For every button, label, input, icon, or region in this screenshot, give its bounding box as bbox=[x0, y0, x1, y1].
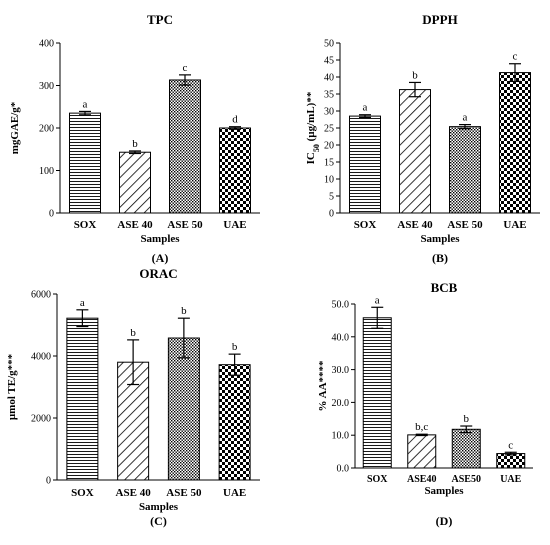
y-tick-label: 6000 bbox=[31, 290, 51, 301]
significance-letter: c bbox=[508, 439, 513, 451]
chart-title: TPC bbox=[147, 12, 173, 27]
chart-panel-bcb: BCB 0.0 10.0 20.0 30.0 40.0 50.0 % AA**** a SOX b,… bbox=[317, 280, 533, 528]
bar-ase-40 bbox=[399, 89, 431, 214]
chart-panel-orac: ORAC 0 2000 4000 6000 µmol TE/g*** a SOX b ASE 40… bbox=[6, 266, 260, 528]
significance-letter: b,c bbox=[415, 421, 428, 433]
y-tick-label: 15 bbox=[324, 158, 334, 169]
y-axis-label: % AA**** bbox=[317, 360, 329, 412]
chart-title: ORAC bbox=[139, 266, 177, 281]
y-axis-label: mgGAE/g* bbox=[9, 101, 21, 154]
y-tick-label: 0 bbox=[49, 209, 54, 220]
y-tick-label: 30.0 bbox=[332, 365, 350, 376]
category-label: UAE bbox=[503, 219, 526, 231]
chart-panel-tpc: TPC 0 100 200 300 400 mgGAE/g* a SOX b ASE 40 c ASE … bbox=[9, 12, 260, 265]
bar-ase-50 bbox=[169, 79, 201, 214]
category-label: UAE bbox=[223, 219, 246, 231]
category-label: UAE bbox=[500, 474, 521, 485]
y-tick-label: 0 bbox=[329, 209, 334, 220]
significance-letter: b bbox=[412, 69, 418, 81]
bar-ase40 bbox=[407, 434, 437, 469]
y-axis-label: IC50 (µg/mL)** bbox=[305, 91, 321, 164]
bar-sox bbox=[362, 317, 392, 469]
chart-panel-dpph: DPPH 0 5 10 15 20 25 30 35 40 45 50 IC50 (µg/mL)** a S… bbox=[305, 12, 540, 265]
y-tick-label: 30 bbox=[324, 107, 334, 118]
significance-letter: a bbox=[375, 294, 380, 306]
bar-uae bbox=[218, 364, 251, 481]
bar-uae bbox=[496, 453, 526, 469]
bar-ase-50 bbox=[449, 126, 481, 214]
y-tick-label: 100 bbox=[39, 166, 54, 177]
panel-label: (D) bbox=[436, 514, 453, 528]
category-label: ASE 40 bbox=[117, 219, 153, 231]
y-tick-label: 20 bbox=[324, 141, 334, 152]
y-tick-label: 25 bbox=[324, 124, 334, 135]
y-tick-label: 10 bbox=[324, 175, 334, 186]
y-tick-label: 400 bbox=[39, 39, 54, 50]
y-tick-label: 20.0 bbox=[332, 398, 350, 409]
category-label: ASE50 bbox=[452, 474, 481, 485]
chart-title: DPPH bbox=[422, 12, 457, 27]
category-label: ASE 50 bbox=[166, 487, 202, 499]
x-axis-label: Samples bbox=[424, 485, 464, 497]
category-label: SOX bbox=[354, 219, 377, 231]
y-tick-label: 5 bbox=[329, 192, 334, 203]
y-tick-label: 50.0 bbox=[332, 300, 350, 311]
category-label: ASE 40 bbox=[116, 487, 152, 499]
category-label: SOX bbox=[367, 474, 388, 485]
panel-label: (C) bbox=[150, 514, 167, 528]
significance-letter: b bbox=[132, 138, 138, 150]
category-label: ASE 50 bbox=[167, 219, 203, 231]
significance-letter: a bbox=[83, 98, 88, 110]
bar-sox bbox=[69, 112, 101, 214]
significance-letter: a bbox=[463, 112, 468, 124]
significance-letter: c bbox=[183, 62, 188, 74]
x-axis-label: Samples bbox=[420, 233, 460, 245]
chart-title: BCB bbox=[431, 280, 458, 295]
category-label: UAE bbox=[223, 487, 246, 499]
y-tick-label: 4000 bbox=[31, 352, 51, 363]
y-tick-label: 40 bbox=[324, 73, 334, 84]
bar-sox bbox=[66, 317, 99, 481]
y-tick-label: 0 bbox=[46, 476, 51, 487]
significance-letter: a bbox=[363, 102, 368, 114]
bar-ase-50 bbox=[167, 337, 200, 481]
category-label: SOX bbox=[71, 487, 94, 499]
y-tick-label: 50 bbox=[324, 39, 334, 50]
x-axis-label: Samples bbox=[140, 233, 180, 245]
panel-label: (B) bbox=[432, 251, 448, 265]
y-tick-label: 200 bbox=[39, 124, 54, 135]
y-tick-label: 0.0 bbox=[337, 464, 350, 475]
y-tick-label: 45 bbox=[324, 56, 334, 67]
category-label: SOX bbox=[74, 219, 97, 231]
y-tick-label: 2000 bbox=[31, 414, 51, 425]
significance-letter: b bbox=[232, 341, 238, 353]
bar-ase50 bbox=[451, 428, 481, 469]
panel-label: (A) bbox=[152, 251, 169, 265]
bar-uae bbox=[499, 72, 531, 214]
y-tick-label: 300 bbox=[39, 81, 54, 92]
bar-ase-40 bbox=[119, 151, 151, 214]
bar-sox bbox=[349, 115, 381, 214]
significance-letter: d bbox=[232, 114, 238, 126]
y-tick-label: 40.0 bbox=[332, 332, 350, 343]
x-axis-label: Samples bbox=[139, 501, 179, 513]
category-label: ASE 40 bbox=[397, 219, 433, 231]
category-label: ASE40 bbox=[407, 474, 436, 485]
bar-uae bbox=[219, 127, 251, 214]
significance-letter: b bbox=[464, 413, 470, 425]
significance-letter: c bbox=[513, 51, 518, 63]
significance-letter: a bbox=[80, 297, 85, 309]
significance-letter: b bbox=[181, 305, 187, 317]
y-tick-label: 10.0 bbox=[332, 431, 350, 442]
y-tick-label: 35 bbox=[324, 90, 334, 101]
category-label: ASE 50 bbox=[447, 219, 483, 231]
y-axis-label: µmol TE/g*** bbox=[6, 353, 18, 420]
significance-letter: b bbox=[130, 327, 136, 339]
